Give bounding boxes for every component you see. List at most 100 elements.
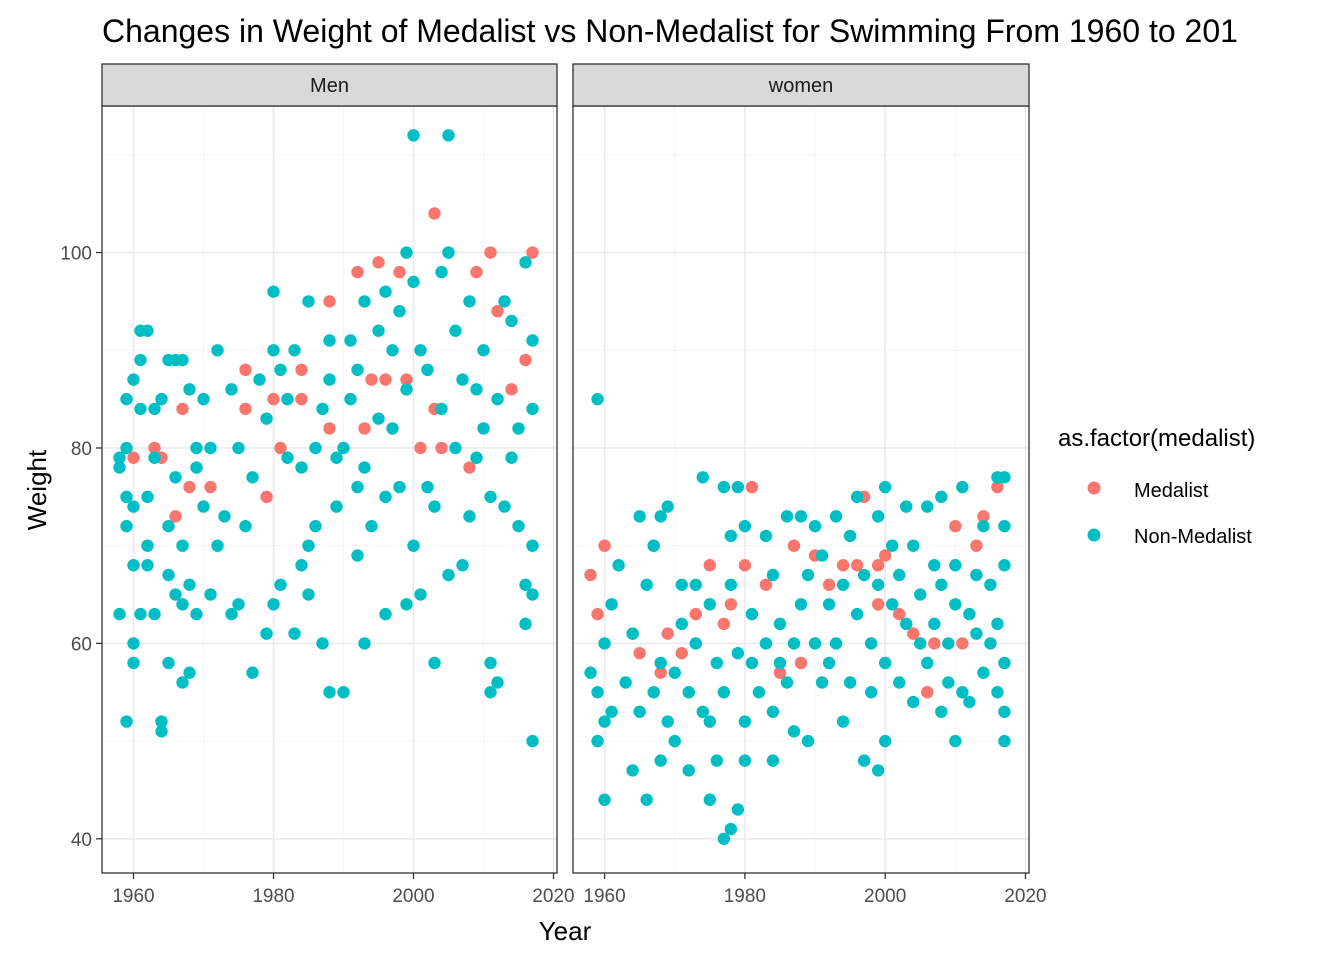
facet-panel-women: women 1960 1980 2000 2020 [572, 63, 1047, 907]
point-medalist [871, 598, 885, 611]
point-non-medalist [801, 568, 815, 582]
point-non-medalist [766, 568, 780, 582]
gridlines [102, 106, 557, 873]
point-non-medalist [211, 539, 224, 552]
point-non-medalist [633, 510, 646, 523]
point-non-medalist [864, 686, 878, 699]
point-non-medalist [675, 617, 688, 631]
point-medalist [724, 598, 738, 611]
point-non-medalist [886, 539, 899, 552]
point-non-medalist [787, 725, 801, 738]
point-non-medalist [921, 500, 934, 513]
point-non-medalist [822, 598, 836, 611]
point-non-medalist [442, 129, 455, 142]
point-non-medalist [407, 275, 420, 289]
point-non-medalist [942, 637, 955, 650]
point-medalist [519, 353, 532, 367]
point-non-medalist [351, 480, 364, 494]
point-medalist [148, 441, 161, 455]
point-medalist [484, 246, 497, 259]
point-non-medalist [822, 656, 836, 670]
point-non-medalist [998, 705, 1011, 718]
y-tick-label: 40 [71, 830, 92, 851]
point-non-medalist [591, 686, 604, 699]
point-non-medalist [372, 412, 385, 425]
point-medalist [598, 539, 611, 552]
point-medalist [675, 646, 688, 660]
point-non-medalist [127, 373, 140, 386]
point-non-medalist [949, 734, 962, 748]
legend-label-medalist: Medalist [1134, 480, 1209, 502]
point-non-medalist [484, 490, 497, 504]
point-non-medalist [857, 568, 871, 582]
point-non-medalist [907, 695, 920, 709]
point-medalist [435, 441, 448, 455]
point-non-medalist [470, 451, 483, 464]
point-non-medalist [477, 344, 490, 357]
point-medalist [787, 539, 801, 552]
point-non-medalist [605, 705, 618, 718]
point-non-medalist [442, 568, 455, 582]
point-non-medalist [176, 676, 189, 689]
point-non-medalist [963, 695, 976, 709]
point-non-medalist [463, 295, 476, 308]
x-tick-label: 1960 [583, 886, 625, 907]
point-non-medalist [977, 519, 990, 533]
point-non-medalist [141, 324, 154, 337]
point-non-medalist [183, 578, 196, 591]
point-medalist [689, 607, 702, 621]
point-non-medalist [998, 519, 1011, 533]
point-non-medalist [787, 637, 801, 650]
point-non-medalist [689, 578, 702, 591]
point-non-medalist [591, 734, 604, 748]
point-non-medalist [991, 617, 1004, 631]
point-non-medalist [267, 285, 280, 298]
point-non-medalist [843, 529, 857, 543]
point-non-medalist [893, 568, 906, 582]
point-medalist [717, 617, 731, 631]
x-axis: 1960 1980 2000 2020 [583, 873, 1047, 907]
point-non-medalist [155, 725, 168, 738]
point-non-medalist [176, 539, 189, 552]
point-non-medalist [169, 588, 182, 601]
point-non-medalist [204, 588, 217, 601]
point-non-medalist [766, 705, 780, 718]
point-non-medalist [612, 559, 625, 572]
point-medalist [183, 480, 196, 494]
point-medalist [928, 637, 941, 650]
point-non-medalist [696, 705, 709, 718]
point-non-medalist [871, 578, 885, 591]
point-non-medalist [956, 480, 969, 494]
point-non-medalist [519, 256, 532, 269]
point-non-medalist [808, 519, 822, 533]
point-non-medalist [358, 295, 371, 308]
point-non-medalist [598, 793, 611, 806]
point-non-medalist [113, 607, 126, 621]
point-non-medalist [808, 637, 822, 650]
point-non-medalist [113, 451, 126, 464]
point-non-medalist [689, 637, 702, 650]
point-medalist [323, 422, 336, 435]
point-non-medalist [197, 392, 210, 406]
point-non-medalist [435, 402, 448, 416]
point-medalist [351, 265, 364, 279]
point-medalist [878, 549, 892, 562]
point-non-medalist [970, 568, 983, 582]
point-non-medalist [794, 510, 808, 523]
point-non-medalist [218, 510, 231, 523]
point-non-medalist [738, 754, 752, 767]
point-non-medalist [393, 304, 406, 318]
point-non-medalist [949, 559, 962, 572]
point-non-medalist [267, 598, 280, 611]
point-non-medalist [267, 344, 280, 357]
point-medalist [428, 207, 441, 220]
point-non-medalist [246, 666, 259, 679]
point-non-medalist [654, 510, 667, 523]
point-non-medalist [344, 334, 357, 347]
point-non-medalist [295, 461, 308, 474]
point-non-medalist [850, 490, 864, 504]
point-non-medalist [829, 637, 843, 650]
point-non-medalist [794, 598, 808, 611]
point-medalist [274, 441, 287, 455]
point-non-medalist [155, 715, 168, 728]
